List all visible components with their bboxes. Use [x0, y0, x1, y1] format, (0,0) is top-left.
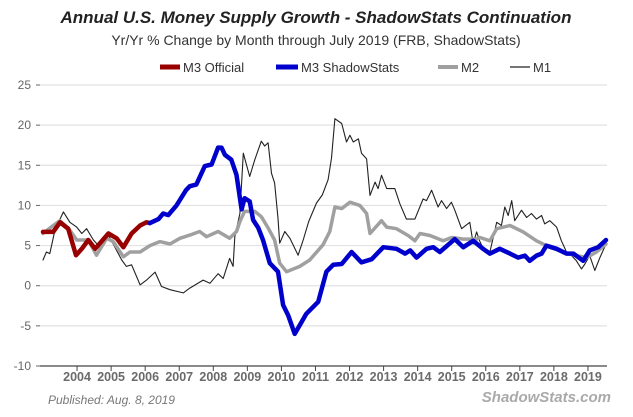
y-tick-label: 0	[24, 279, 31, 293]
chart-subtitle: Yr/Yr % Change by Month through July 201…	[111, 32, 520, 48]
series-line-m3-official	[40, 220, 153, 258]
x-tick-label: 2005	[97, 370, 125, 384]
x-axis: 2004 2005 2006 2007 2008 2009 2010 2011 2012 2013…	[40, 365, 607, 384]
x-tick-label: 2007	[165, 370, 193, 384]
x-tick-label: 2017	[506, 370, 534, 384]
legend-label-m3-shadowstats: M3 ShadowStats	[301, 60, 400, 75]
series-line-m2	[41, 200, 608, 274]
legend-label-m1: M1	[533, 60, 551, 75]
legend-item-m1: M1	[510, 60, 551, 75]
series-line-m3-shadowstats	[147, 145, 609, 337]
published-date: Published: Aug. 8, 2019	[48, 393, 175, 407]
y-tick-label: 15	[18, 158, 32, 172]
x-tick-label: 2010	[268, 370, 296, 384]
chart-title: Annual U.S. Money Supply Growth - Shadow…	[60, 8, 572, 27]
legend-item-m3-shadowstats: M3 ShadowStats	[276, 60, 400, 75]
x-tick-label: 2006	[131, 370, 159, 384]
legend-item-m3-official: M3 Official	[160, 60, 244, 75]
x-tick-label: 2015	[438, 370, 466, 384]
x-tick-label: 2014	[404, 370, 432, 384]
series-line-m1	[42, 118, 607, 294]
legend-label-m2: M2	[461, 60, 479, 75]
x-tick-label: 2018	[540, 370, 568, 384]
y-tick-label: 10	[18, 198, 32, 212]
y-tick-label: -5	[20, 319, 31, 333]
x-tick-label: 2008	[199, 370, 227, 384]
x-tick-label: 2019	[574, 370, 602, 384]
x-tick-label: 2013	[370, 370, 398, 384]
legend-label-m3-official: M3 Official	[183, 60, 244, 75]
legend-item-m2: M2	[438, 60, 479, 75]
series-lines	[40, 118, 609, 337]
shadowstats-watermark: ShadowStats.com	[482, 389, 611, 406]
x-tick-label: 2004	[63, 370, 91, 384]
x-tick-label: 2011	[302, 370, 329, 384]
x-tick-label: 2016	[472, 370, 500, 384]
x-tick-label: 2009	[233, 370, 261, 384]
y-tick-label: -10	[14, 359, 32, 373]
legend: M3 Official M3 ShadowStats M2 M1	[160, 60, 551, 75]
y-axis: -10 -5 0 5 10 15 20 25	[14, 78, 40, 373]
x-tick-label: 2012	[336, 370, 364, 384]
y-tick-label: 20	[18, 118, 32, 132]
y-tick-label: 5	[24, 239, 31, 253]
y-tick-label: 25	[18, 78, 32, 92]
